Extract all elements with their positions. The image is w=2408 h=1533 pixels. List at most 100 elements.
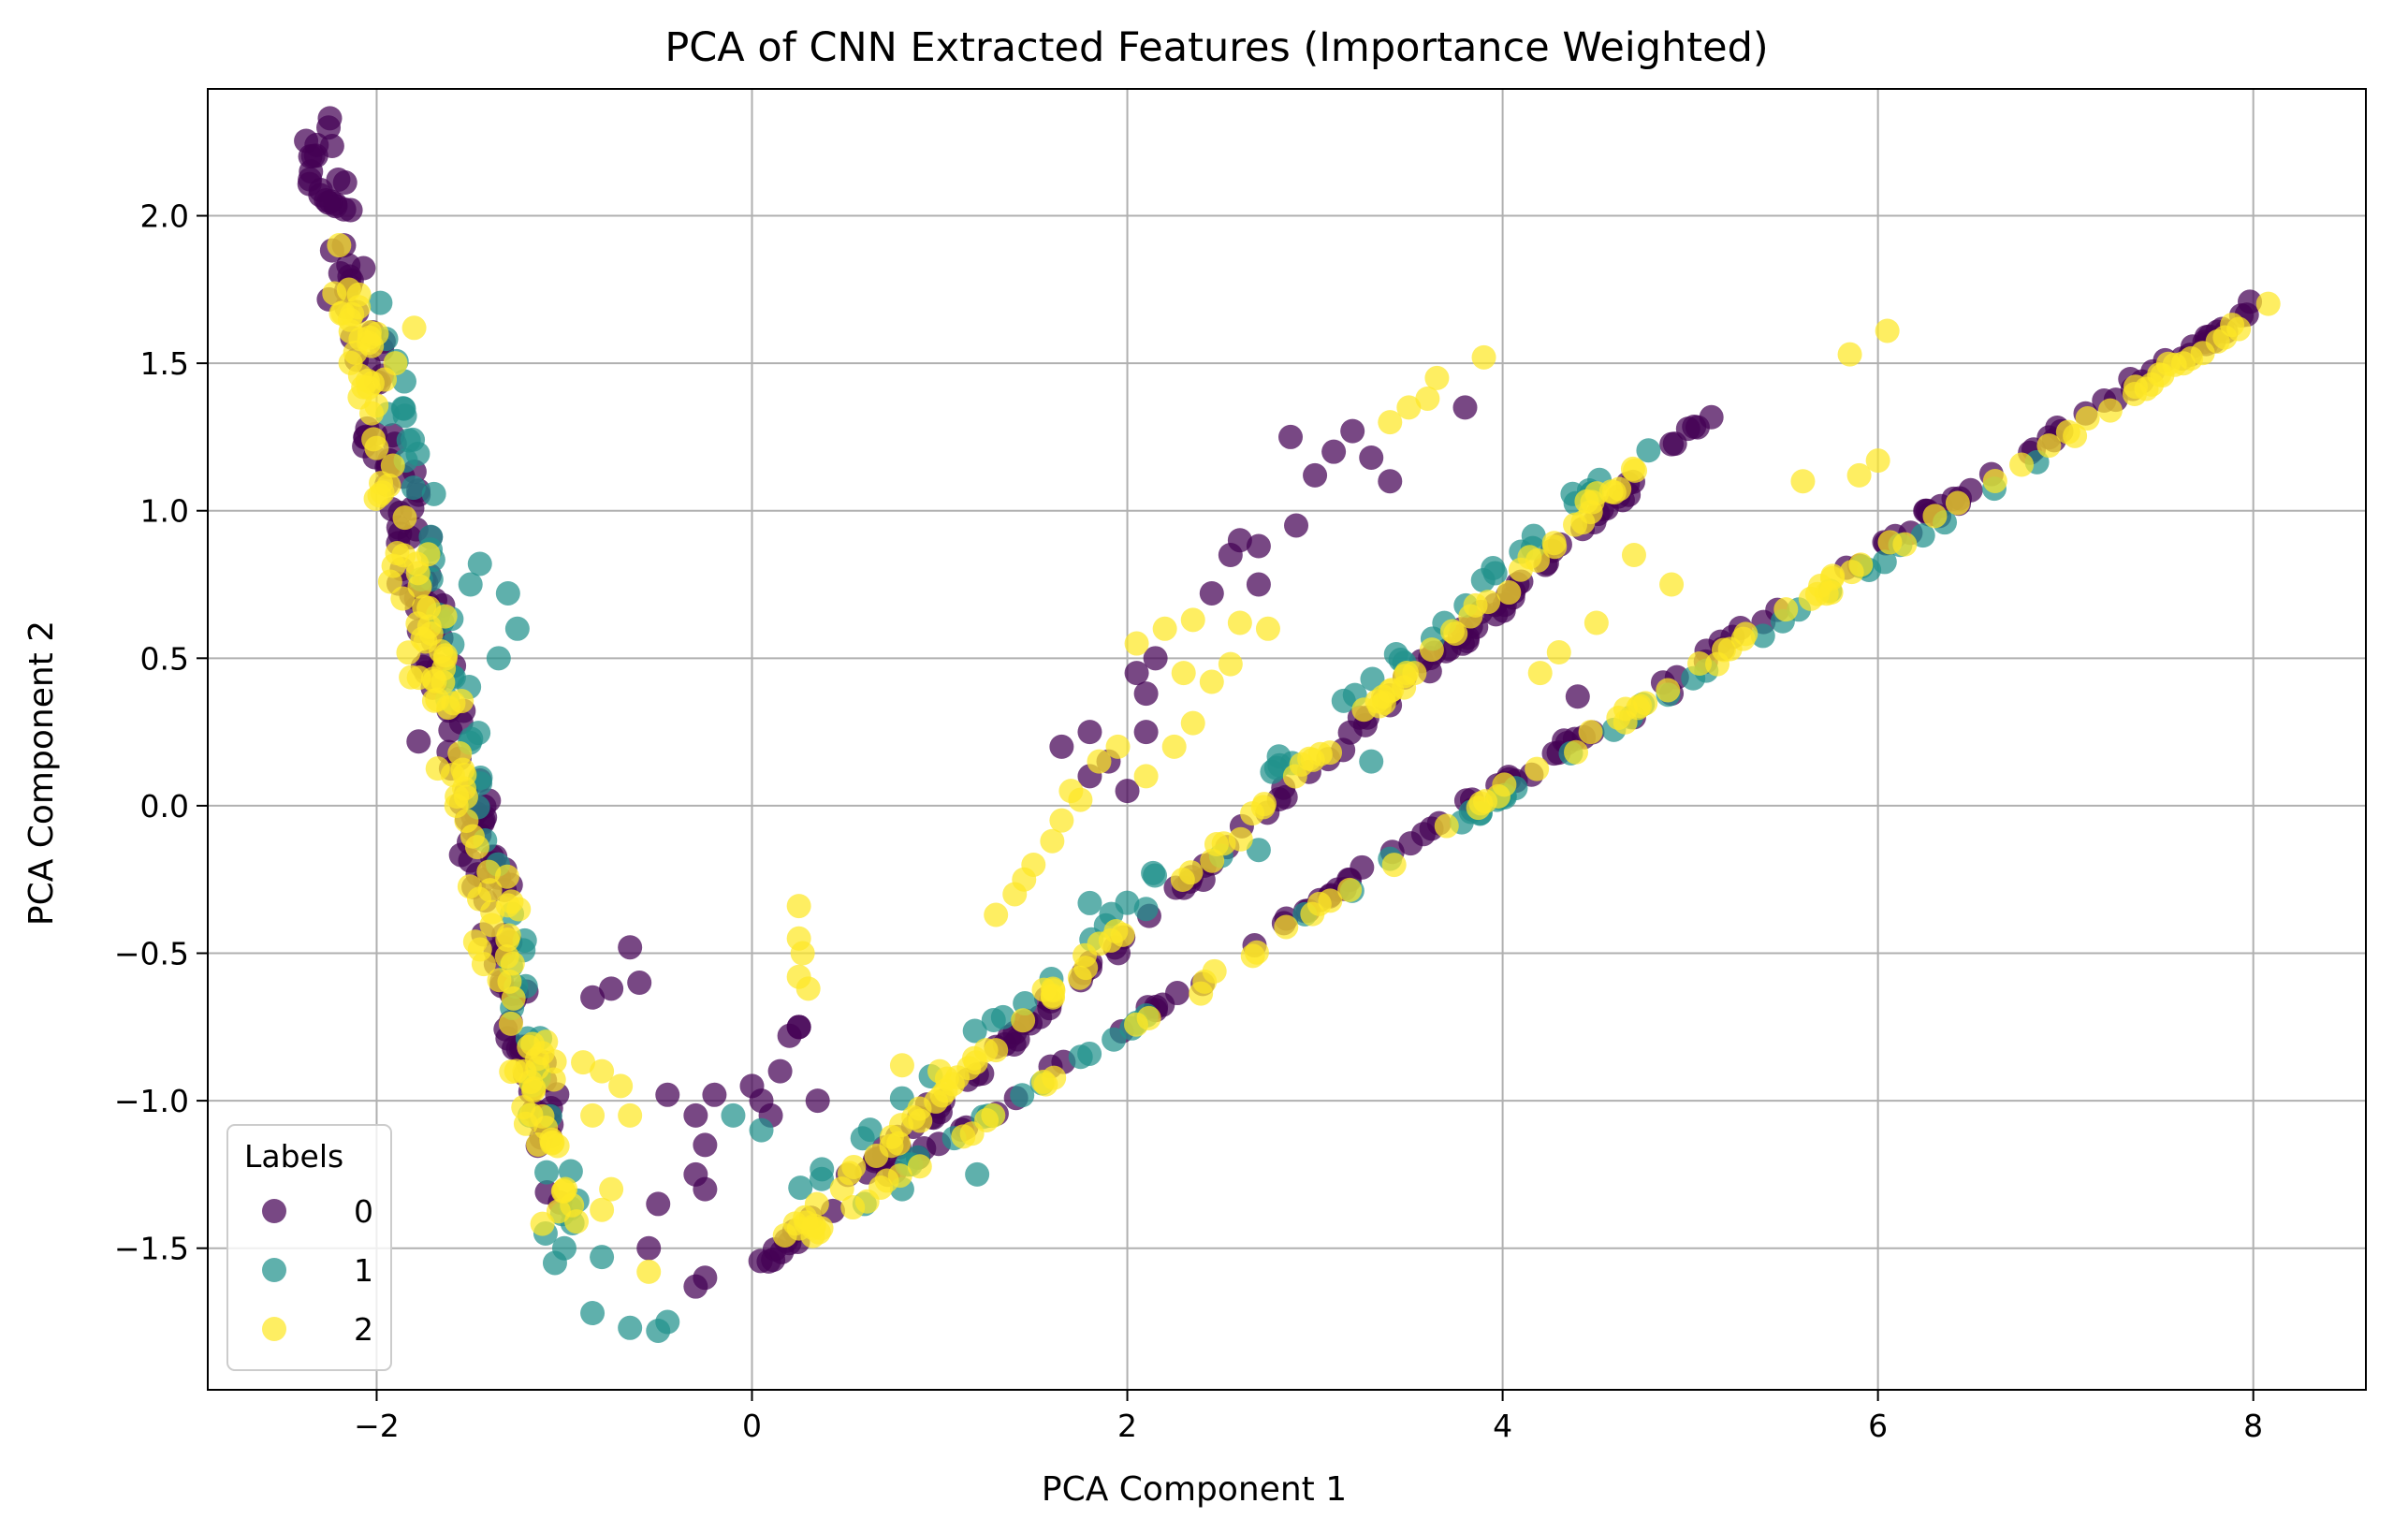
data-point: [1525, 756, 1550, 781]
data-point: [521, 1076, 547, 1102]
data-point: [1049, 808, 1074, 833]
data-point: [1274, 914, 1299, 940]
data-point: [889, 1053, 914, 1078]
data-point: [1910, 523, 1935, 548]
data-point: [1818, 580, 1844, 606]
data-point: [412, 594, 437, 620]
data-point: [1378, 410, 1403, 435]
data-point: [1124, 661, 1149, 686]
data-point: [546, 1199, 571, 1224]
data-point: [761, 1248, 786, 1273]
data-point: [1443, 620, 1468, 646]
data-point: [795, 976, 821, 1001]
data-point: [1659, 431, 1685, 457]
data-point: [1246, 572, 1271, 597]
data-point: [1798, 586, 1823, 611]
data-point: [1471, 344, 1496, 370]
data-point: [421, 481, 446, 506]
data-point: [340, 301, 365, 327]
y-tick-label: 2.0: [140, 198, 189, 235]
data-point: [551, 1178, 576, 1204]
legend-marker-1: [262, 1258, 286, 1282]
data-point: [1204, 832, 1229, 857]
data-point: [857, 1117, 883, 1143]
data-point: [2036, 433, 2062, 459]
data-point: [308, 182, 333, 208]
data-point: [962, 1018, 987, 1044]
data-point: [1337, 877, 1363, 902]
data-point: [1636, 438, 1661, 463]
data-point: [1152, 616, 1177, 641]
data-point: [790, 941, 815, 966]
data-point: [864, 1144, 889, 1169]
data-point: [425, 756, 450, 781]
data-point: [2226, 316, 2252, 342]
data-point: [498, 1011, 523, 1036]
data-point: [1705, 651, 1730, 677]
data-point: [907, 1154, 932, 1179]
y-tick-label: −0.5: [114, 936, 189, 972]
data-point: [2009, 452, 2035, 477]
data-point: [805, 1088, 830, 1114]
data-point: [1143, 863, 1168, 888]
data-point: [1192, 969, 1218, 994]
data-point: [1682, 414, 1707, 439]
data-point: [1011, 1008, 1036, 1033]
data-point: [1228, 826, 1253, 852]
data-point: [786, 1015, 811, 1040]
data-point: [1359, 749, 1384, 774]
data-point: [590, 1058, 615, 1084]
data-point: [810, 1157, 835, 1182]
data-point: [1068, 787, 1093, 812]
data-point: [458, 572, 483, 597]
data-point: [1583, 610, 1609, 635]
data-point: [1359, 445, 1384, 470]
data-point: [1161, 734, 1187, 759]
legend-marker-0: [262, 1199, 286, 1223]
data-point: [1546, 640, 1571, 665]
data-point: [518, 1102, 544, 1128]
data-point: [1517, 545, 1542, 570]
data-point: [951, 1124, 976, 1149]
data-point: [383, 351, 408, 376]
data-point: [786, 894, 811, 919]
data-point: [655, 1309, 680, 1335]
data-point: [655, 1082, 680, 1107]
y-tick-label: −1.5: [114, 1231, 189, 1267]
data-point: [1133, 681, 1159, 707]
data-point: [1419, 637, 1444, 663]
data-point: [702, 1082, 727, 1107]
data-point: [368, 290, 393, 315]
data-point: [1580, 489, 1605, 515]
data-point: [1049, 734, 1074, 759]
data-point: [1982, 468, 2007, 493]
data-point: [449, 689, 474, 714]
data-point: [618, 1315, 643, 1340]
data-point: [2179, 345, 2204, 371]
data-point: [396, 428, 421, 453]
data-point: [1371, 691, 1396, 716]
data-point: [1227, 610, 1252, 635]
y-tick-label: 1.5: [140, 345, 189, 382]
legend: Labels 0 1 2: [226, 1124, 392, 1371]
data-point: [564, 1209, 590, 1234]
legend-title: Labels: [244, 1138, 343, 1175]
data-point: [1041, 978, 1066, 1003]
data-point: [1180, 607, 1205, 633]
data-point: [2255, 291, 2281, 316]
data-point: [1124, 631, 1149, 656]
scatter-points: [294, 106, 2281, 1343]
data-point: [1613, 709, 1638, 735]
data-point: [1165, 981, 1190, 1006]
data-point: [646, 1191, 671, 1217]
data-point: [1623, 458, 1648, 483]
data-point: [1340, 418, 1365, 444]
data-point: [901, 1105, 927, 1131]
data-point: [2063, 423, 2088, 448]
data-point: [767, 1058, 793, 1084]
data-point: [1246, 533, 1271, 559]
data-point: [1564, 739, 1589, 765]
data-point: [1378, 469, 1403, 494]
